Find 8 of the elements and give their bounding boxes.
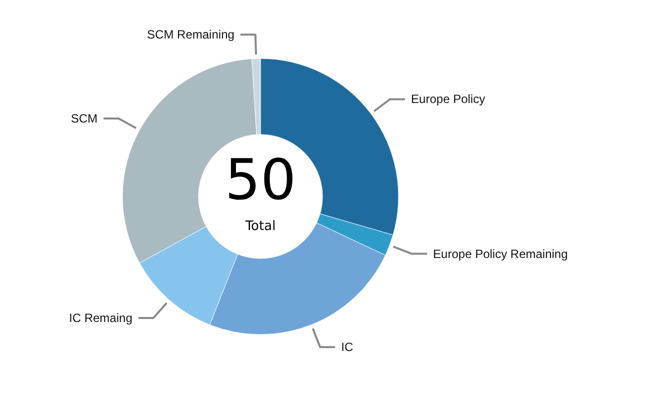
slice-label: IC Remaing bbox=[69, 311, 132, 326]
text: Total bbox=[244, 219, 276, 234]
slice-label: IC bbox=[341, 340, 354, 354]
slice-label: SCM bbox=[70, 111, 98, 126]
slice-label: Europe Policy Remaining bbox=[433, 246, 568, 261]
slice-label: Europe Policy bbox=[411, 92, 486, 106]
slice-label: SCM Remaining bbox=[147, 28, 234, 42]
text: 50 bbox=[224, 148, 296, 213]
